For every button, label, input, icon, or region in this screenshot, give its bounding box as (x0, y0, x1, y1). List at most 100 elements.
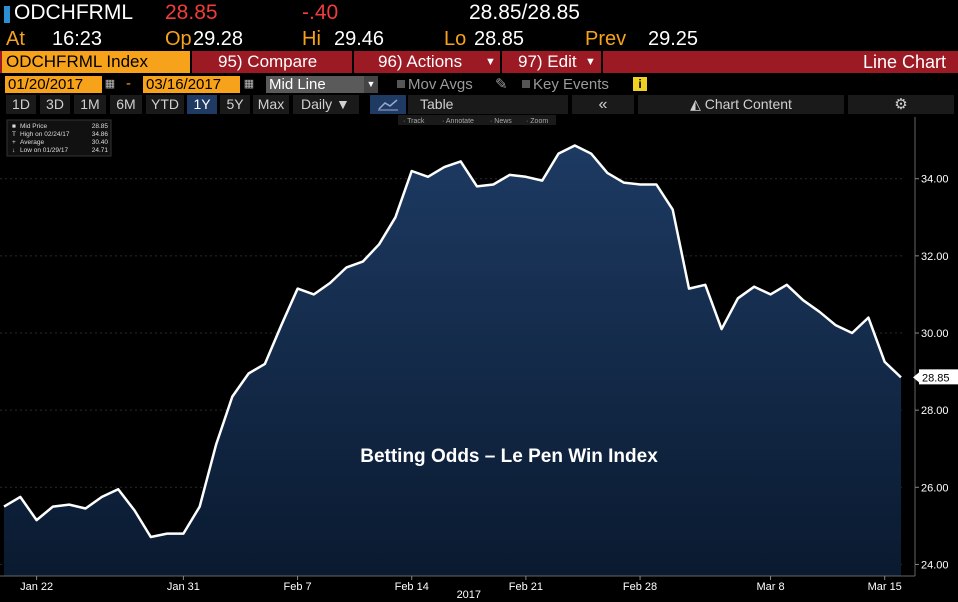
line-chart-icon (378, 99, 398, 111)
table-view-button[interactable]: Table (408, 95, 568, 114)
line-chart-view-button[interactable] (370, 95, 406, 114)
last-value-pointer (913, 372, 919, 383)
toolbar-annotate-button[interactable]: · Annotate (442, 118, 474, 125)
toolbar-news-button[interactable]: · News (490, 118, 512, 125)
period-1d[interactable]: 1D (6, 95, 36, 114)
legend-value: 24.71 (92, 147, 109, 154)
frequency-select[interactable]: Daily ▼ (293, 95, 359, 114)
line-mode-select[interactable]: Mid Line (266, 76, 364, 93)
y-tick-label: 26.00 (921, 482, 949, 494)
quote-header-row-2: At 16:23 Op 29.28 Hi 29.46 Lo 28.85 Prev… (0, 27, 958, 51)
last-value-badge (919, 369, 958, 385)
mov-avgs-toggle[interactable]: Mov Avgs (397, 76, 473, 93)
legend-value: 34.86 (92, 131, 109, 138)
x-tick-label: Jan 31 (167, 581, 200, 593)
security-field[interactable]: ODCHFRML Index (2, 51, 190, 73)
chart-content-icon: ◭ (690, 96, 701, 112)
x-tick-label: Feb 7 (283, 581, 311, 593)
prev-value: 29.25 (648, 28, 699, 50)
legend-marker-icon: + (12, 139, 16, 146)
period-3d[interactable]: 3D (40, 95, 70, 114)
info-icon[interactable]: i (633, 77, 647, 91)
toolbar-zoom-button[interactable]: · Zoom (526, 118, 548, 125)
legend-row-average: + Average 30.40 (12, 139, 108, 146)
legend-value: 30.40 (92, 139, 109, 146)
mode-caret-down-icon[interactable]: ▼ (364, 76, 378, 93)
period-6m[interactable]: 6M (110, 95, 142, 114)
caret-down-icon: ▼ (336, 96, 350, 112)
x-axis-year-label: 2017 (457, 589, 481, 601)
legend-row-mid-price: ■ Mid Price 28.85 (12, 123, 108, 130)
open-value: 29.28 (193, 28, 244, 50)
x-tick-label: Mar 15 (868, 581, 902, 593)
command-menu-bar: ODCHFRML Index 95) Compare 96) Actions ▼… (0, 51, 958, 73)
legend-label: High on 02/24/17 (20, 131, 70, 138)
period-ytd[interactable]: YTD (146, 95, 184, 114)
date-range-bar: 01/20/2017 ▦ - 03/16/2017 ▦ Mid Line ▼ M… (0, 74, 958, 94)
last-value-text: 28.85 (922, 372, 950, 384)
legend-label: Average (20, 139, 44, 146)
time-label: At (6, 28, 25, 50)
legend-background (6, 119, 112, 157)
mov-avgs-label: Mov Avgs (408, 76, 473, 93)
ticker-symbol[interactable]: ODCHFRML (14, 1, 133, 24)
period-1m[interactable]: 1M (74, 95, 106, 114)
menu-divider (190, 51, 192, 73)
quote-header-row-1: ODCHFRML 28.85 -.40 28.85/28.85 (0, 0, 958, 27)
chart-type-label[interactable]: Line Chart (862, 52, 946, 72)
x-tick-label: Jan 22 (20, 581, 53, 593)
period-5y[interactable]: 5Y (220, 95, 250, 114)
key-events-toggle[interactable]: Key Events (522, 76, 609, 93)
x-axis-ticks: Jan 22 Jan 31 Feb 7 Feb 14 Feb 21 Feb 28 Mar 8… (20, 576, 902, 593)
collapse-icon[interactable]: « (572, 95, 634, 114)
calendar-icon[interactable]: ▦ (104, 78, 116, 90)
compare-button[interactable]: 95) Compare (218, 52, 318, 71)
chart-content-button[interactable]: ◭ Chart Content (638, 95, 844, 114)
bid-ask: 28.85/28.85 (469, 1, 580, 24)
price-change: -.40 (302, 1, 339, 24)
last-value-label: 28.85 (913, 369, 958, 385)
end-date-field[interactable]: 03/16/2017 (143, 76, 240, 93)
checkbox-icon (397, 80, 405, 88)
start-date-field[interactable]: 01/20/2017 (5, 76, 102, 93)
period-max[interactable]: Max (253, 95, 289, 114)
period-1y[interactable]: 1Y (187, 95, 217, 114)
series-area (4, 145, 901, 576)
chart-content-label: Chart Content (704, 96, 792, 112)
pencil-icon[interactable]: ✎ (495, 76, 508, 93)
legend-value: 28.85 (92, 123, 109, 130)
calendar-icon[interactable]: ▦ (243, 78, 255, 90)
edit-caret-down-icon[interactable]: ▼ (585, 56, 596, 68)
legend-row-low: ↓ Low on 01/29/17 24.71 (12, 147, 108, 154)
y-tick-label: 30.00 (921, 328, 949, 340)
actions-caret-down-icon[interactable]: ▼ (485, 56, 496, 68)
last-price: 28.85 (165, 1, 218, 24)
checkbox-icon (522, 80, 530, 88)
high-value: 29.46 (334, 28, 385, 50)
legend-box: ■ Mid Price 28.85 T High on 02/24/17 34.86 + Av… (6, 119, 112, 157)
key-events-label: Key Events (533, 76, 609, 93)
y-tick-label: 32.00 (921, 251, 949, 263)
legend-marker-icon: ↓ (12, 147, 15, 154)
x-tick-label: Feb 21 (509, 581, 543, 593)
menu-divider (352, 51, 354, 73)
actions-button[interactable]: 96) Actions (378, 52, 463, 71)
edit-button[interactable]: 97) Edit (518, 52, 577, 71)
legend-marker-icon: ■ (12, 123, 16, 130)
menu-divider (601, 51, 603, 73)
legend-row-high: T High on 02/24/17 34.86 (12, 131, 108, 138)
toolbar-track-button[interactable]: · Track (403, 118, 425, 125)
menu-divider (500, 51, 502, 73)
frequency-label: Daily (301, 96, 333, 112)
settings-gear-icon[interactable]: ⚙ (848, 95, 954, 114)
period-bar: 1D 3D 1M 6M YTD 1Y 5Y Max Daily ▼ Table … (0, 94, 958, 115)
date-separator: - (126, 75, 131, 92)
y-axis-ticks: 24.00 26.00 28.00 30.00 32.00 34.00 (915, 174, 949, 571)
chart-annotation: Betting Odds – Le Pen Win Index (360, 446, 658, 467)
high-label: Hi (302, 28, 321, 50)
ticker-marker (4, 6, 10, 23)
x-tick-label: Mar 8 (756, 581, 784, 593)
x-tick-label: Feb 14 (395, 581, 429, 593)
legend-label: Low on 01/29/17 (20, 147, 68, 154)
